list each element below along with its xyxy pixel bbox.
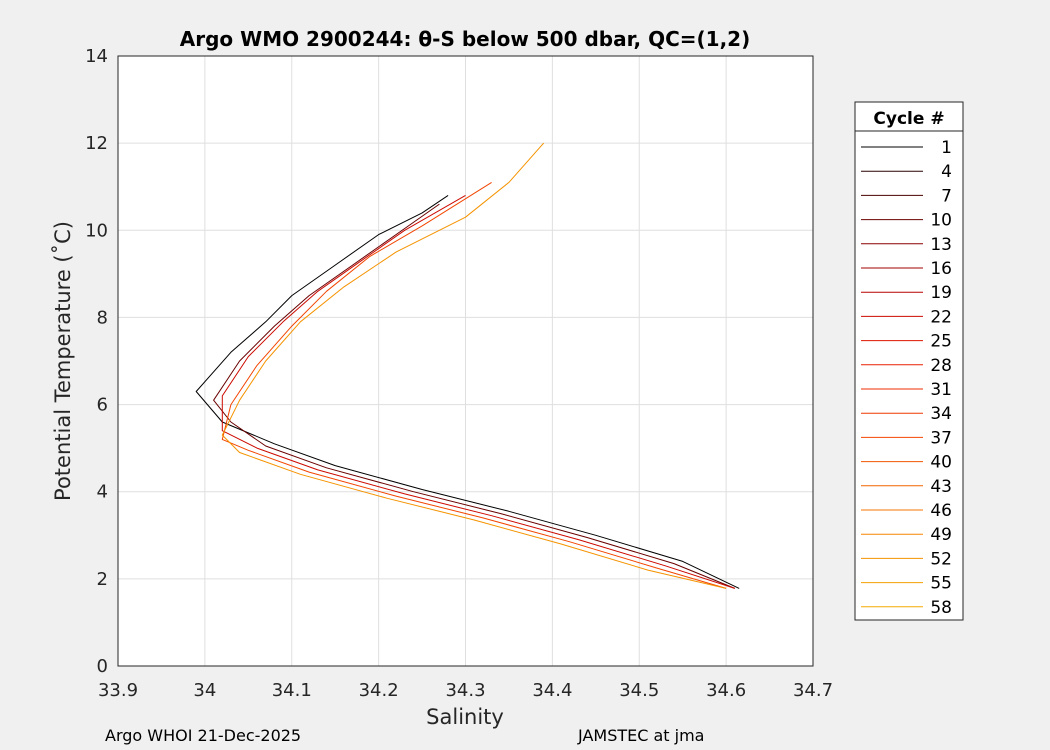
footer-right: JAMSTEC at jma [577,726,704,745]
legend-entry-label: 28 [930,356,952,376]
profile-line-cycle-1 [195,194,740,589]
profile-lines [195,142,740,589]
legend-entry-label: 31 [930,380,952,400]
legend-entry-label: 37 [930,428,952,448]
profile-line-cycle-37 [221,181,727,589]
x-tick-label: 34.5 [619,680,659,701]
chart-title: Argo WMO 2900244: θ-S below 500 dbar, QC… [180,27,750,51]
legend-entry-label: 40 [930,453,952,473]
legend-entry-label: 19 [930,283,952,303]
y-axis-label: Potential Temperature (˚C) [51,221,75,501]
x-tick-label: 34.4 [532,680,572,701]
y-tick-label: 0 [97,656,108,677]
x-tick-label: 34.7 [793,680,833,701]
profile-line-cycle-52 [221,142,727,589]
legend-entry-label: 16 [930,259,952,279]
legend-entry-label: 1 [941,138,952,158]
legend: Cycle # 1 4 7 10 13 16 19 22 25 28 31 34 37 40 43 46 49 5… [854,101,964,621]
legend-entry-label: 13 [930,235,952,255]
legend-box [854,101,964,621]
legend-entry-label: 34 [930,404,952,424]
x-axis-label: Salinity [426,705,504,729]
axes-box [117,55,814,667]
legend-entry-label: 25 [930,332,952,352]
y-tick-label: 4 [97,482,108,503]
y-tick-label: 12 [85,133,108,154]
legend-entry-label: 10 [930,211,952,231]
legend-entry-label: 22 [930,307,952,327]
legend-entry-label: 43 [930,477,952,497]
y-tick-label: 2 [97,569,108,590]
y-tick-labels: 0 2 4 6 8 10 12 14 [85,46,108,677]
legend-entry-label: 55 [930,574,952,594]
legend-entry-label: 7 [941,186,952,206]
x-tick-label: 34.1 [272,680,312,701]
legend-title: Cycle # [873,109,944,129]
x-tick-label: 33.9 [98,680,138,701]
y-tick-label: 10 [85,220,108,241]
legend-entry-label: 49 [930,525,952,545]
legend-entries: 1 4 7 10 13 16 19 22 25 28 31 34 37 40 43 46 49 52 55 58 [861,138,952,618]
x-tick-labels: 33.9 34 34.1 34.2 34.3 34.4 34.5 34.6 34.7 [98,680,833,701]
x-tick-label: 34.2 [359,680,399,701]
x-tick-label: 34.6 [706,680,746,701]
legend-entry-label: 46 [930,501,952,521]
profile-line-cycle-22 [221,194,735,589]
y-tick-label: 8 [97,307,108,328]
x-tick-label: 34.3 [445,680,485,701]
legend-entry-label: 58 [930,598,952,618]
x-tick-label: 34 [193,680,216,701]
y-tick-label: 14 [85,46,108,67]
profile-line-cycle-10 [213,203,735,589]
legend-entry-label: 4 [941,162,952,182]
legend-entry-label: 52 [930,549,952,569]
footer-left: Argo WHOI 21-Dec-2025 [105,726,301,745]
y-tick-label: 6 [97,395,108,416]
